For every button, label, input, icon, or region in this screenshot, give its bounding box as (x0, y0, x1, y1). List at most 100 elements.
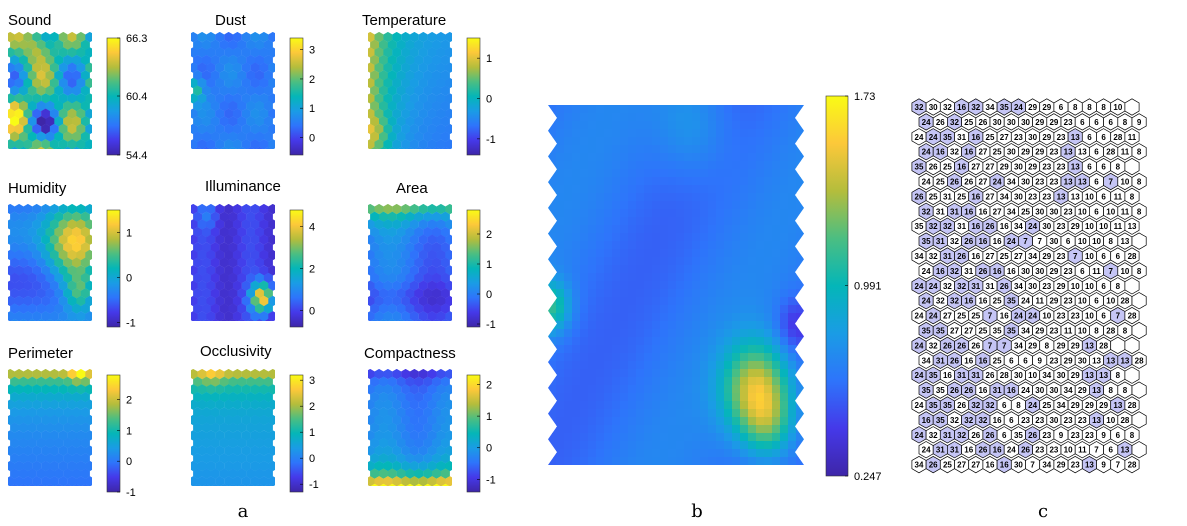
hex-cell (210, 303, 220, 314)
hex-cell (210, 407, 220, 418)
hex-cell (67, 369, 77, 380)
umatrix-cell (580, 345, 589, 354)
umatrix-cell (548, 369, 557, 378)
umatrix-cell (556, 105, 565, 114)
umatrix-cell (740, 209, 749, 218)
umatrix-cell (652, 217, 661, 226)
umatrix-cell (700, 273, 709, 282)
umatrix-cell (764, 233, 773, 242)
umatrix-cell (620, 265, 629, 274)
umatrix-cell (636, 281, 645, 290)
hex-count: 7 (1002, 341, 1007, 350)
hex-cell (237, 211, 247, 222)
umatrix-cell (588, 409, 597, 418)
umatrix-cell (700, 105, 709, 114)
hex-count: 16 (957, 103, 966, 112)
hex-count: 7 (988, 341, 993, 350)
hex-count: 32 (957, 431, 966, 440)
hex-cell (392, 249, 402, 261)
umatrix-cell (660, 433, 669, 442)
umatrix-cell (564, 273, 573, 282)
hex-count: 27 (964, 327, 973, 336)
umatrix-cell (612, 185, 621, 194)
hex-count: 28 (1128, 401, 1137, 410)
hex-count: 32 (950, 237, 959, 246)
hex-count: 32 (915, 103, 924, 112)
hex-count: 16 (1000, 222, 1009, 231)
umatrix-cell (652, 257, 661, 266)
hex-cell (232, 476, 242, 486)
hex-count: 32 (950, 416, 959, 425)
hex-cell (268, 47, 275, 58)
umatrix-cell (700, 393, 709, 402)
umatrix-cell (708, 377, 717, 386)
umatrix-cell (740, 297, 749, 306)
colorbar-tick-label: -1 (486, 474, 496, 486)
hex-cell (197, 204, 207, 215)
umatrix-cell (548, 113, 557, 122)
hex-cell (36, 54, 46, 66)
hex-cell (41, 62, 51, 73)
hex-cell (263, 407, 273, 418)
umatrix-cell (596, 401, 605, 410)
umatrix-cell (596, 297, 605, 306)
hex-cell (255, 318, 264, 321)
hex-cell (228, 116, 238, 127)
hex-cell (49, 62, 59, 73)
hex-cell (210, 70, 220, 81)
hex-count: 31 (986, 282, 995, 291)
umatrix-cell (564, 433, 573, 442)
hex-cell (58, 47, 68, 58)
umatrix-cell (628, 361, 637, 370)
umatrix-cell (732, 129, 741, 138)
hex-cell (241, 47, 251, 58)
hex-count: 6 (1009, 416, 1014, 425)
hex-cell (63, 54, 73, 66)
hex-cell (224, 123, 234, 135)
hex-count: 23 (1035, 178, 1044, 187)
hex-count: 16 (978, 386, 987, 395)
hex-cell (409, 139, 419, 149)
umatrix-cell (692, 449, 701, 458)
umatrix-cell (628, 345, 637, 354)
umatrix-cell (564, 193, 573, 202)
hex-cell (246, 242, 256, 253)
umatrix-cell (556, 361, 565, 370)
umatrix-cell (548, 281, 557, 290)
umatrix-cell (588, 337, 597, 346)
hex-cell (414, 242, 424, 253)
hex-cell (197, 93, 207, 104)
umatrix-cell (724, 281, 733, 290)
umatrix-cell (668, 201, 677, 210)
hex-cell (76, 430, 86, 441)
umatrix-cell (796, 377, 804, 386)
hex-cell (440, 226, 450, 238)
umatrix-cell (788, 377, 797, 386)
umatrix-cell (692, 401, 701, 410)
hex-cell (36, 391, 46, 403)
hex-cell (63, 407, 73, 418)
umatrix-cell (620, 209, 629, 218)
colorbar (466, 374, 481, 493)
hex-node (1124, 247, 1140, 265)
hex-cell (232, 249, 242, 261)
hex-cell (423, 54, 433, 66)
hex-cell (368, 219, 375, 230)
hex-count: 32 (943, 222, 952, 231)
hex-cell (8, 384, 15, 395)
hex-cell (32, 414, 42, 426)
hex-cell (8, 280, 15, 291)
umatrix-cell (676, 305, 685, 314)
umatrix-cell (748, 297, 757, 306)
umatrix-cell (780, 177, 789, 186)
hex-cell (41, 234, 51, 245)
hex-cell (76, 265, 86, 276)
hex-cell (409, 123, 419, 135)
panel-title: Illuminance (205, 178, 281, 195)
hex-count: 25 (957, 192, 966, 201)
umatrix-cell (668, 321, 677, 330)
umatrix-cell (556, 433, 565, 442)
hex-cell (58, 460, 68, 472)
hex-cell (215, 476, 225, 486)
